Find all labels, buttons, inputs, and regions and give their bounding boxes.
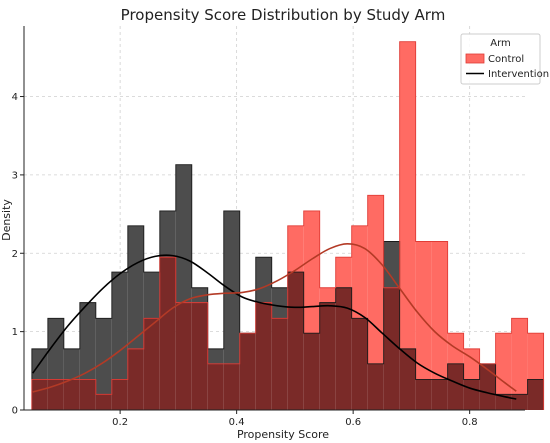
intervention-bar [143, 272, 160, 319]
overlap-bar [31, 379, 48, 410]
intervention-bar [95, 318, 112, 395]
overlap-bar [127, 348, 144, 410]
overlap-bar [207, 363, 224, 410]
y-tick-label: 4 [12, 92, 18, 103]
intervention-bar [111, 272, 128, 380]
kde-layer [32, 243, 517, 400]
x-tick-label: 0.6 [345, 417, 361, 428]
control-histogram-outline [31, 41, 545, 410]
intervention-bar [191, 287, 208, 303]
intervention-bar [47, 318, 64, 380]
overlap-bar [495, 394, 512, 410]
x-tick-label: 0.4 [229, 417, 245, 428]
chart-title: Propensity Score Distribution by Study A… [121, 6, 446, 24]
bars-layer [31, 41, 545, 410]
intervention-bar [255, 257, 272, 303]
control-bar [367, 195, 384, 364]
intervention-bar [127, 225, 144, 349]
overlap-bar [143, 318, 160, 410]
legend-box [460, 33, 541, 85]
intervention-bar [383, 241, 400, 288]
y-axis-label: Density [0, 199, 13, 241]
control-bar [335, 257, 352, 288]
overlap-bar [303, 333, 320, 410]
overlap-bar [79, 379, 96, 410]
overlap-bar [319, 302, 336, 410]
overlap-bar [159, 257, 176, 410]
overlap-bar [239, 333, 256, 410]
overlap-bar [95, 394, 112, 410]
intervention-bar [207, 348, 224, 364]
overlap-bar [367, 363, 384, 410]
intervention-bar [223, 210, 240, 364]
control-bar [463, 348, 480, 380]
intervention-bar [63, 348, 80, 380]
x-tick-label: 0.2 [112, 417, 128, 428]
overlap-bar [383, 287, 400, 410]
overlap-bar [191, 302, 208, 410]
intervention-bar [175, 164, 192, 303]
legend: Arm Control Intervention [460, 33, 549, 85]
legend-title: Arm [490, 38, 511, 49]
overlap-bar [415, 379, 432, 410]
ticks-layer: 0.2 0.4 0.6 0.8 0 1 2 3 4 [12, 92, 478, 428]
control-bar [287, 225, 304, 273]
y-tick-label: 1 [12, 327, 18, 338]
overlap-bar [527, 379, 544, 410]
intervention-bar [79, 302, 96, 380]
control-bar [415, 241, 432, 380]
y-tick-label: 3 [12, 170, 18, 181]
y-tick-label: 0 [12, 406, 18, 417]
overlap-bar [175, 302, 192, 410]
overlap-bar [511, 394, 528, 410]
x-tick-label: 0.8 [462, 417, 478, 428]
intervention-bar [271, 287, 288, 319]
control-kde-line [32, 243, 517, 393]
overlap-bar [335, 287, 352, 410]
overlap-bar [447, 363, 464, 410]
overlap-bar [255, 302, 272, 410]
control-bar [527, 333, 544, 380]
overlap-bar [223, 363, 240, 410]
overlap-bar [287, 272, 304, 410]
intervention-kde-line [32, 254, 517, 400]
control-bar [431, 241, 448, 380]
overlap-bar [479, 363, 496, 410]
legend-label-intervention: Intervention [488, 69, 549, 80]
overlap-bar [271, 318, 288, 410]
legend-label-control: Control [488, 54, 524, 65]
overlap-bar [111, 379, 128, 410]
legend-swatch-control [465, 53, 485, 64]
overlap-bar [463, 379, 480, 410]
axes-layer [23, 26, 525, 411]
x-axis-label: Propensity Score [237, 428, 329, 441]
overlap-bar [431, 379, 448, 410]
overlap-bar [63, 379, 80, 410]
y-tick-label: 2 [12, 249, 18, 260]
control-bar [319, 287, 336, 303]
control-bar [399, 41, 416, 349]
intervention-bar [159, 210, 176, 258]
control-bar [303, 210, 320, 334]
control-bar [511, 318, 528, 395]
overlap-bar [351, 318, 368, 410]
overlap-bar [399, 348, 416, 410]
intervention-histogram-outline [31, 164, 545, 410]
control-bar [351, 225, 368, 319]
